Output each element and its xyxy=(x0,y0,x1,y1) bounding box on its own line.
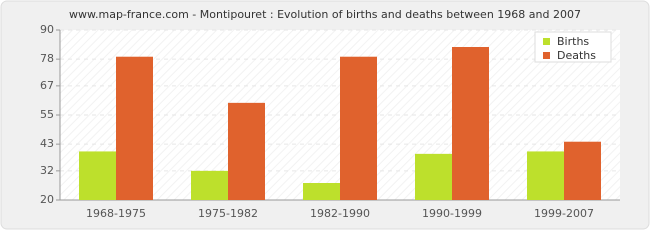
x-tick-label: 1999-2007 xyxy=(534,207,594,220)
bar xyxy=(340,56,377,200)
legend-swatch xyxy=(543,52,550,59)
bar xyxy=(415,153,452,200)
bar xyxy=(228,102,265,200)
legend-swatch xyxy=(543,38,550,45)
chart: www.map-france.com - Montipouret : Evolu… xyxy=(0,0,650,230)
y-tick-label: 20 xyxy=(40,193,54,206)
legend-label: Deaths xyxy=(557,49,596,62)
bar xyxy=(191,170,228,200)
bar xyxy=(116,56,153,200)
bar xyxy=(452,47,489,200)
y-tick-label: 90 xyxy=(40,23,54,36)
x-tick-label: 1968-1975 xyxy=(86,207,146,220)
chart-title: www.map-france.com - Montipouret : Evolu… xyxy=(69,8,581,21)
x-tick-label: 1990-1999 xyxy=(422,207,482,220)
bar xyxy=(79,151,116,200)
y-tick-label: 78 xyxy=(40,52,54,65)
bar xyxy=(303,183,340,200)
bar xyxy=(564,141,601,200)
y-tick-label: 67 xyxy=(40,79,54,92)
y-tick-label: 43 xyxy=(40,137,54,150)
y-tick-label: 32 xyxy=(40,164,54,177)
legend-label: Births xyxy=(557,35,589,48)
bar xyxy=(527,151,564,200)
y-tick-label: 55 xyxy=(40,108,54,121)
x-tick-label: 1982-1990 xyxy=(310,207,370,220)
x-tick-label: 1975-1982 xyxy=(198,207,258,220)
